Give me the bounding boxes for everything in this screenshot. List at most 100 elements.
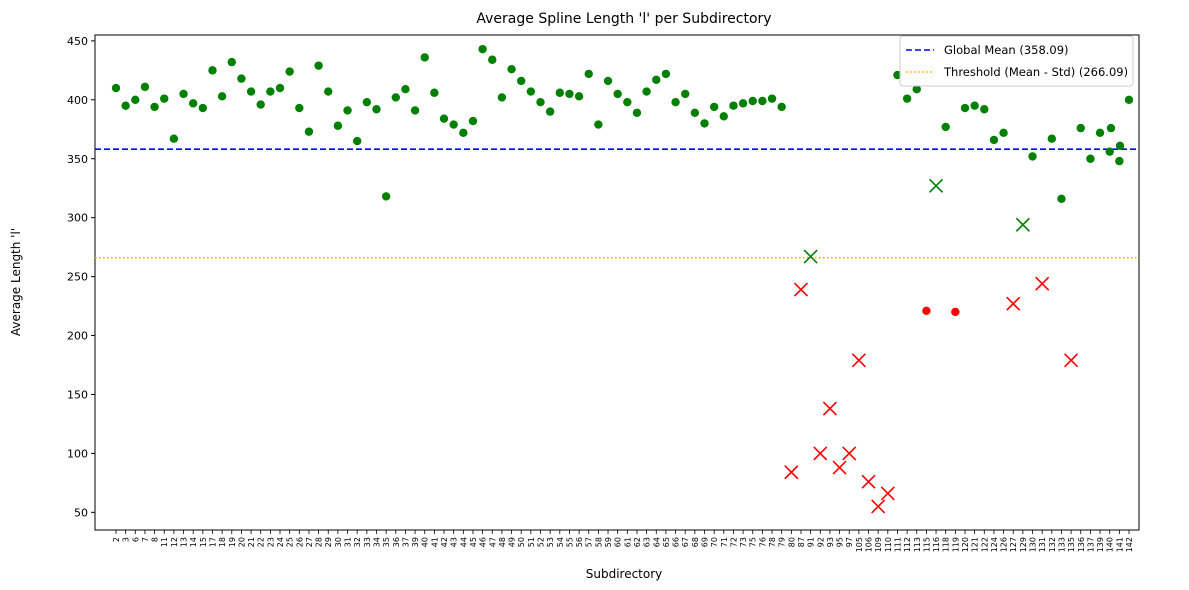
data-point-3	[121, 101, 130, 110]
data-point-60	[613, 89, 622, 99]
x-tick-label-92: 92	[816, 537, 825, 547]
data-point-106	[861, 474, 876, 489]
data-point-44	[459, 128, 468, 138]
x-tick-label-47: 47	[488, 537, 497, 547]
x-tick-label-7: 7	[141, 537, 150, 542]
data-point-40	[420, 53, 429, 62]
x-tick-label-132: 132	[1048, 537, 1057, 552]
x-tick-label-29: 29	[324, 537, 333, 547]
data-point-53	[545, 107, 555, 116]
data-point-121	[970, 101, 979, 110]
x-tick-label-25: 25	[286, 537, 295, 547]
x-tick-label-112: 112	[903, 537, 912, 552]
data-point-78	[767, 94, 777, 103]
x-tick-label-109: 109	[874, 537, 883, 552]
x-tick-label-53: 53	[546, 537, 555, 547]
data-point-48	[497, 93, 507, 102]
x-tick-label-64: 64	[652, 537, 661, 547]
x-tick-label-23: 23	[266, 537, 275, 547]
data-point-extra-1	[1115, 141, 1125, 150]
x-tick-label-116: 116	[932, 537, 941, 552]
x-tick-label-19: 19	[228, 537, 237, 547]
x-tick-label-118: 118	[942, 537, 951, 552]
data-point-65	[661, 69, 671, 79]
data-point-72	[729, 101, 738, 110]
x-tick-label-93: 93	[826, 537, 835, 547]
x-tick-label-42: 42	[440, 537, 449, 547]
x-tick-label-66: 66	[672, 537, 681, 547]
data-point-63	[642, 87, 651, 96]
x-tick-label-142: 142	[1125, 537, 1134, 552]
x-tick-label-61: 61	[623, 537, 632, 547]
data-point-142	[1124, 95, 1134, 105]
x-tick-label-71: 71	[720, 537, 729, 547]
x-tick-label-62: 62	[633, 537, 642, 547]
chart-title: Average Spline Length 'l' per Subdirecto…	[476, 11, 771, 27]
x-tick-label-22: 22	[257, 537, 266, 547]
x-tick-label-97: 97	[845, 537, 854, 547]
x-tick-label-63: 63	[643, 537, 652, 547]
data-point-25	[285, 67, 294, 76]
x-tick-label-15: 15	[199, 537, 208, 547]
data-point-46	[478, 44, 487, 54]
data-point-126	[999, 128, 1008, 138]
x-tick-label-24: 24	[276, 537, 285, 547]
x-tick-label-127: 127	[1009, 537, 1018, 552]
data-point-20	[237, 74, 246, 83]
data-point-136	[1076, 123, 1085, 133]
x-tick-label-34: 34	[372, 537, 381, 547]
data-point-35	[381, 192, 391, 201]
x-tick-label-136: 136	[1077, 537, 1086, 552]
x-tick-label-115: 115	[922, 537, 931, 552]
x-tick-label-91: 91	[807, 537, 816, 547]
x-tick-label-106: 106	[865, 537, 874, 552]
data-point-22	[256, 100, 265, 109]
data-point-14	[188, 99, 198, 108]
data-point-43	[449, 120, 458, 129]
x-tick-label-17: 17	[208, 537, 217, 547]
x-tick-label-3: 3	[122, 537, 131, 542]
x-tick-label-76: 76	[758, 537, 767, 547]
data-point-42	[439, 114, 449, 123]
x-tick-label-75: 75	[749, 537, 758, 547]
x-tick-label-13: 13	[180, 537, 189, 547]
x-axis: 2 3 6 7 8 11 12 13 14 15 17 18 19 20 21 22 23 24 25 26 27 28 2…	[112, 530, 1134, 552]
data-point-45	[468, 116, 478, 126]
data-point-105	[851, 353, 866, 368]
legend-frame	[899, 35, 1134, 87]
data-point-92	[813, 446, 828, 461]
y-tick-label-50: 50	[74, 506, 88, 519]
data-point-68	[690, 108, 700, 117]
data-point-130	[1028, 152, 1037, 161]
data-point-61	[623, 97, 632, 107]
x-tick-label-79: 79	[778, 537, 787, 547]
x-tick-label-105: 105	[855, 537, 864, 552]
data-point-30	[333, 121, 343, 130]
y-tick-label-150: 150	[67, 388, 88, 401]
data-point-124	[989, 135, 999, 145]
x-tick-label-32: 32	[353, 537, 362, 547]
data-point-122	[980, 105, 989, 114]
data-point-57	[584, 69, 593, 79]
data-point-7	[140, 82, 150, 92]
x-tick-label-45: 45	[469, 537, 478, 547]
data-point-33	[362, 97, 372, 107]
x-tick-label-55: 55	[565, 537, 574, 547]
y-tick-label-100: 100	[67, 447, 88, 460]
x-tick-label-14: 14	[189, 537, 198, 547]
x-axis-label: Subdirectory	[586, 567, 663, 581]
x-tick-label-137: 137	[1086, 537, 1095, 552]
data-point-37	[401, 85, 410, 94]
x-tick-label-37: 37	[401, 537, 410, 547]
x-tick-label-121: 121	[971, 537, 980, 552]
data-point-31	[343, 106, 352, 115]
data-point-49	[507, 64, 516, 74]
x-tick-label-122: 122	[980, 537, 989, 552]
x-tick-label-6: 6	[131, 537, 140, 542]
x-tick-label-2: 2	[112, 537, 121, 542]
data-point-15	[198, 103, 208, 113]
data-point-118	[941, 122, 950, 132]
data-point-12	[169, 134, 179, 143]
data-point-54	[555, 88, 564, 97]
